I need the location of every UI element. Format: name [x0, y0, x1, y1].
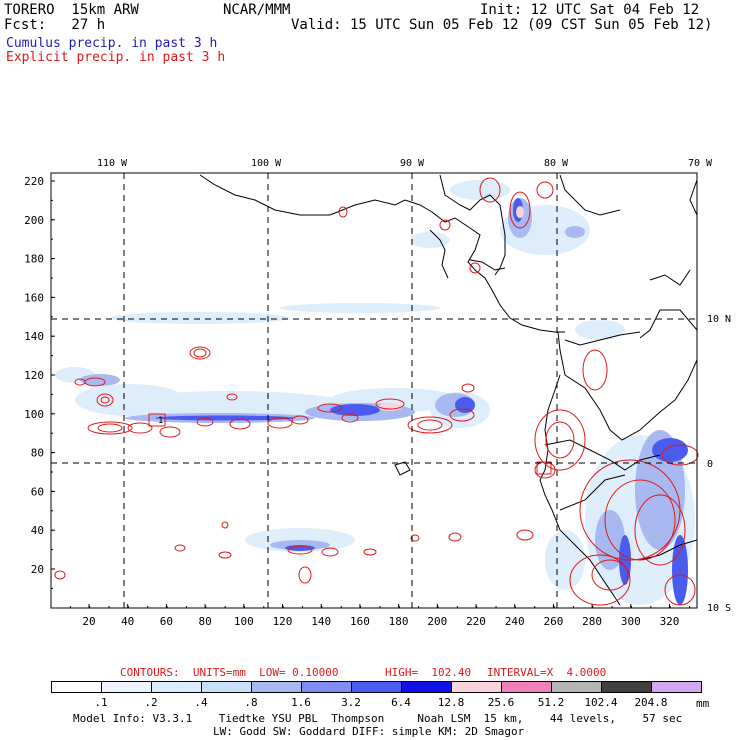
cumulus-label: Cumulus precip. in past 3 h [6, 36, 218, 51]
legend-swatch [301, 681, 352, 693]
legend-label: 3.2 [341, 696, 361, 709]
y-tick-label: 40 [31, 524, 44, 537]
legend-swatch [401, 681, 452, 693]
legend-label: 1.6 [291, 696, 311, 709]
legend-swatch [51, 681, 102, 693]
org-label: NCAR/MMM [223, 2, 291, 18]
physics-info: LW: Godd SW: Goddard DIFF: simple KM: 2D… [213, 725, 525, 738]
legend-unit: mm [696, 697, 710, 710]
legend-swatch [251, 681, 302, 693]
lat-label-0: 0 [707, 459, 713, 470]
legend-label: .1 [94, 696, 108, 709]
y-tick-label: 60 [31, 485, 44, 498]
station-box-1 [148, 413, 166, 427]
init-time: Init: 12 UTC Sat 04 Feb 12 [480, 2, 700, 18]
explicit-contours [54, 177, 699, 606]
x-tick-label: 60 [160, 615, 173, 628]
y-tick-label: 100 [24, 408, 44, 421]
legend-label: .2 [144, 696, 158, 709]
x-tick-label: 180 [389, 615, 409, 628]
latlon-grid [51, 173, 697, 608]
model-title: TORERO 15km ARW [4, 2, 139, 18]
x-tick-label: 40 [121, 615, 134, 628]
x-tick-label: 160 [350, 615, 370, 628]
x-axis: 20 40 60 80 100 120 140 160 180 200 220 240 260 280 30… [50, 604, 691, 628]
legend-swatch [451, 681, 502, 693]
lat-label-10s: 10 S [707, 603, 731, 614]
y-tick-label: 80 [31, 447, 44, 460]
station-box-label: 1 [158, 416, 163, 426]
lon-label-90w: 90 W [400, 158, 425, 169]
lon-label-80w: 80 W [544, 158, 569, 169]
lon-label-110w: 110 W [97, 158, 128, 169]
y-tick-label: 20 [31, 563, 44, 576]
legend-swatch [601, 681, 652, 693]
legend-swatch [101, 681, 152, 693]
x-tick-label: 20 [82, 615, 95, 628]
lon-label-70w: 70 W [688, 158, 713, 169]
x-tick-label: 100 [234, 615, 254, 628]
y-tick-label: 160 [24, 291, 44, 304]
contour-interval: INTERVAL=X 4.0000 [487, 666, 607, 679]
legend-swatch [151, 681, 202, 693]
lat-label-10n: 10 N [707, 314, 731, 325]
y-tick-label: 200 [24, 214, 44, 227]
x-tick-label: 240 [505, 615, 525, 628]
x-tick-label: 280 [582, 615, 602, 628]
x-tick-label: 300 [621, 615, 641, 628]
x-tick-label: 80 [198, 615, 211, 628]
model-info: Model Info: V3.3.1 Tiedtke YSU PBL Thomp… [73, 712, 683, 725]
contour-units: CONTOURS: UNITS=mm LOW= 0.10000 [120, 666, 339, 679]
legend-swatch [651, 681, 702, 693]
x-tick-label: 200 [427, 615, 447, 628]
x-tick-label: 320 [660, 615, 680, 628]
y-axis: 220 200 180 160 140 120 100 80 60 40 20 [24, 175, 55, 589]
x-tick-label: 260 [543, 615, 563, 628]
legend-label: 25.6 [487, 696, 515, 709]
y-tick-label: 220 [24, 175, 44, 188]
x-tick-label: 140 [311, 615, 331, 628]
valid-time: Valid: 15 UTC Sun 05 Feb 12 (09 CST Sun … [291, 17, 713, 33]
legend-label: 12.8 [437, 696, 465, 709]
legend-label: 102.4 [584, 696, 618, 709]
contour-high: HIGH= 102.40 [385, 666, 472, 679]
station-box-2 [536, 461, 552, 475]
legend-label: .8 [244, 696, 258, 709]
x-tick-label: 220 [466, 615, 486, 628]
lon-label-100w: 100 W [251, 158, 282, 169]
map-frame [50, 172, 698, 609]
legend-label: 204.8 [634, 696, 668, 709]
explicit-label: Explicit precip. in past 3 h [6, 50, 226, 65]
coastlines [199, 174, 698, 606]
legend-swatch [501, 681, 552, 693]
y-tick-label: 120 [24, 369, 44, 382]
legend-swatch [551, 681, 602, 693]
legend-swatch [351, 681, 402, 693]
y-tick-label: 180 [24, 253, 44, 266]
legend-label: 6.4 [391, 696, 411, 709]
y-tick-label: 140 [24, 330, 44, 343]
forecast-hour: Fcst: 27 h [4, 17, 106, 33]
precip-field [55, 180, 695, 605]
legend-label: .4 [194, 696, 208, 709]
legend-label: 51.2 [537, 696, 565, 709]
x-tick-label: 120 [273, 615, 293, 628]
legend-swatch [201, 681, 252, 693]
